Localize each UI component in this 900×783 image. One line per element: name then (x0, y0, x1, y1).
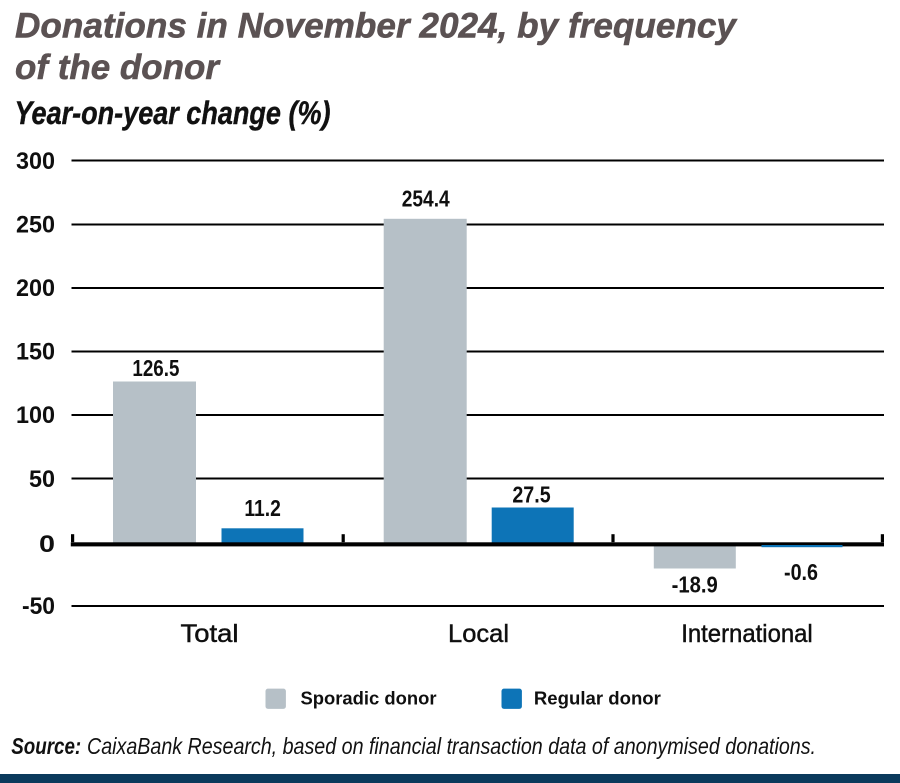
svg-text:Source:: Source: (11, 733, 81, 759)
svg-text:250: 250 (16, 212, 55, 239)
svg-text:-50: -50 (22, 593, 55, 620)
svg-text:Regular donor: Regular donor (534, 689, 661, 709)
svg-text:50: 50 (29, 466, 55, 493)
svg-text:-0.6: -0.6 (784, 559, 818, 585)
svg-text:200: 200 (16, 275, 55, 302)
svg-text:11.2: 11.2 (244, 495, 281, 521)
svg-text:27.5: 27.5 (512, 482, 550, 508)
svg-text:100: 100 (16, 402, 55, 429)
svg-text:of the donor: of the donor (15, 48, 221, 87)
svg-text:126.5: 126.5 (132, 355, 179, 381)
svg-text:Total: Total (181, 620, 239, 648)
svg-text:CaixaBank Research, based on f: CaixaBank Research, based on financial t… (87, 733, 816, 759)
svg-text:Year-on-year change (%): Year-on-year change (%) (15, 95, 331, 131)
svg-text:Donations in November 2024, by: Donations in November 2024, by frequency (15, 7, 738, 46)
svg-text:International: International (681, 620, 813, 648)
svg-text:300: 300 (16, 148, 55, 175)
svg-text:Sporadic donor: Sporadic donor (301, 689, 437, 709)
svg-text:Local: Local (448, 620, 509, 648)
svg-text:0: 0 (39, 531, 55, 558)
svg-text:254.4: 254.4 (402, 186, 450, 212)
svg-text:-18.9: -18.9 (672, 572, 718, 598)
svg-text:150: 150 (16, 339, 55, 366)
